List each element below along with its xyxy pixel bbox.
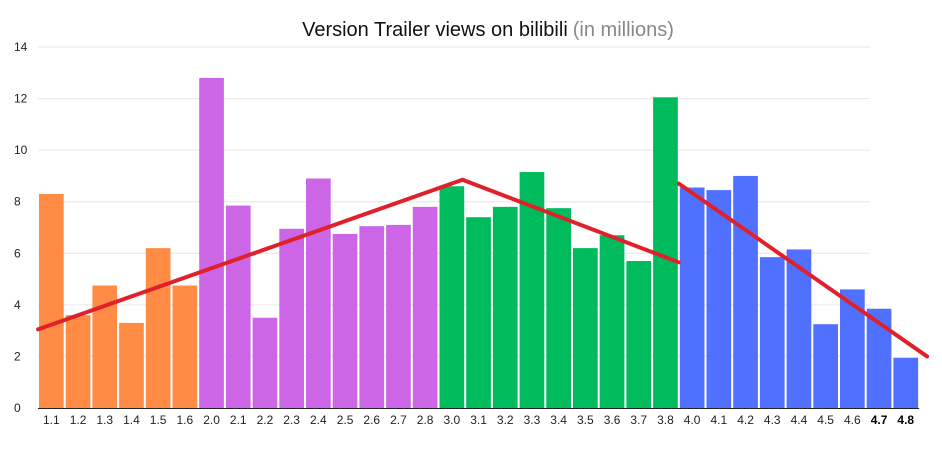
x-tick-label: 2.6 [363,413,380,427]
bar-4.6 [840,289,865,408]
trend-lines [36,177,930,359]
chart-title-main: Version Trailer views on bilibili [302,19,568,41]
x-tick-label: 1.2 [70,413,87,427]
x-tick-label: 3.7 [630,413,647,427]
x-tick-label: 2.5 [337,413,354,427]
bar-3.1 [466,217,491,408]
bar-3.4 [546,208,571,408]
y-tick-label: 10 [14,143,28,157]
y-tick-label: 12 [14,92,28,106]
trend-line-3 [676,181,930,359]
trend-line-1 [36,177,465,332]
bar-2.6 [359,226,385,408]
x-tick-label: 4.3 [764,413,781,427]
bar-4.3 [759,257,785,408]
y-tick-label: 4 [14,298,21,312]
x-tick-label: 3.8 [657,413,674,427]
x-tick-label: 4.0 [684,413,701,427]
x-tick-label: 4.1 [711,413,728,427]
bar-4.5 [813,324,838,408]
x-tick-label: 4.6 [844,413,861,427]
bar-1.4 [119,322,144,408]
bar-2.5 [332,233,358,408]
y-tick-label: 14 [14,40,28,54]
x-tick-label: 2.3 [283,413,300,427]
x-tick-label: 4.2 [737,413,754,427]
x-tick-label: 2.0 [203,413,220,427]
bar-4.2 [733,175,758,408]
chart-title-subtitle: (in millions) [573,19,674,41]
bar-3.2 [492,206,518,408]
y-axis-ticks: 0 2 4 6 8 10 12 14 [14,40,28,415]
x-tick-label: 4.8 [897,413,914,427]
y-tick-label: 8 [14,195,21,209]
x-tick-label: 2.4 [310,413,327,427]
x-tick-label: 2.8 [417,413,434,427]
x-tick-label: 2.1 [230,413,247,427]
bar-2.7 [386,224,411,408]
x-tick-label: 3.2 [497,413,514,427]
x-tick-label: 2.2 [257,413,274,427]
bar-4.4 [786,249,812,408]
bar-3.6 [599,235,625,408]
bar-3.0 [439,186,465,408]
bar-1.2 [65,315,91,408]
bar-2.1 [225,205,251,408]
x-tick-label: 1.4 [123,413,140,427]
bar-4.0 [679,187,705,408]
x-tick-label: 1.5 [150,413,167,427]
x-tick-label: 1.1 [43,413,60,427]
bar-3.5 [573,248,598,408]
y-tick-label: 2 [14,349,21,363]
bar-2.3 [279,228,304,408]
bar-2.8 [412,206,438,408]
x-axis-ticks: 1.1 1.2 1.3 1.4 1.5 1.6 2.0 2.1 2.2 2.3 2.4 2.5 2.6 2… [43,413,914,427]
x-tick-label: 4.4 [791,413,808,427]
trend-line-2 [460,177,681,265]
bar-4.8 [893,357,919,408]
x-tick-label: 3.0 [444,413,461,427]
x-tick-label: 4.5 [817,413,834,427]
x-tick-label: 2.7 [390,413,407,427]
x-tick-label: 4.7 [871,413,888,427]
bar-2.0 [199,77,224,408]
bar-1.1 [39,193,64,408]
bar-1.6 [172,285,198,408]
x-tick-label: 3.1 [470,413,487,427]
bar-4.1 [706,190,732,408]
y-tick-label: 0 [14,401,21,415]
bar-2.2 [252,317,278,408]
x-tick-label: 1.6 [177,413,194,427]
chart-title: Version Trailer views on bilibili (in mil… [302,19,674,41]
bars [39,77,919,408]
x-tick-label: 3.3 [524,413,541,427]
bar-2.4 [306,178,331,408]
x-tick-label: 1.3 [96,413,113,427]
x-tick-label: 3.4 [550,413,567,427]
bar-3.7 [626,261,652,408]
x-tick-label: 3.6 [604,413,621,427]
bar-1.5 [145,248,171,408]
y-tick-label: 6 [14,246,21,260]
x-tick-label: 3.5 [577,413,594,427]
